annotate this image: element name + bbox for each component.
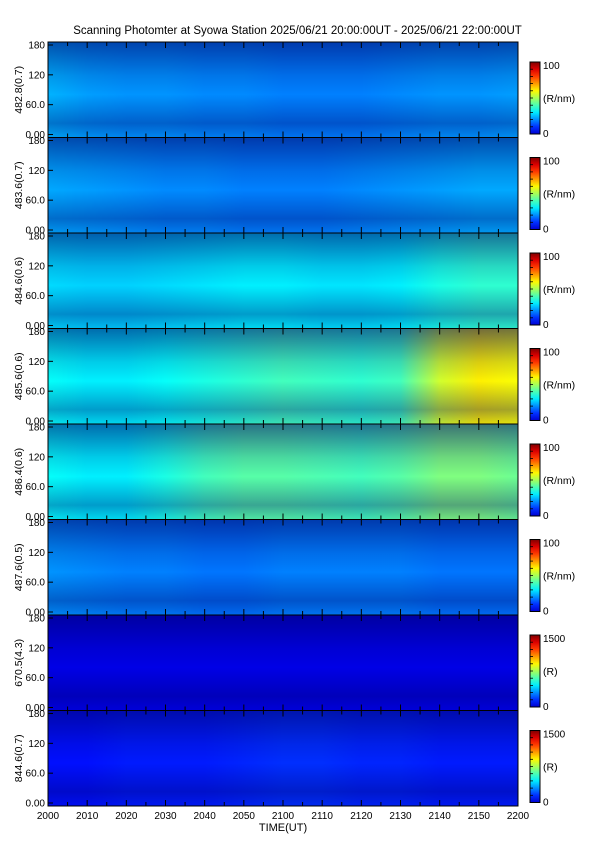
panel-shading xyxy=(48,328,518,424)
x-tick-label: 2050 xyxy=(233,811,256,822)
y-tick-label: 120 xyxy=(28,70,45,81)
colorbar-unit-label: (R/nm) xyxy=(543,189,575,201)
y-tick-label: 60.0 xyxy=(26,196,46,207)
y-tick-label: 120 xyxy=(28,166,45,177)
colorbar-unit-label: (R/nm) xyxy=(543,284,575,296)
panel-label: 482.8(0.7) xyxy=(13,66,25,114)
y-tick-label: 120 xyxy=(28,452,45,463)
colorbar-unit-label: (R) xyxy=(543,666,558,678)
y-tick-label: 0.00 xyxy=(26,130,46,141)
panel-2: 0.00 60.0 120 180 484.6(0.6) 100 0 (R/nm) xyxy=(13,232,575,333)
y-tick-label: 60.0 xyxy=(26,769,46,780)
colorbar-unit-label: (R/nm) xyxy=(543,93,575,105)
panel-label: 483.6(0.7) xyxy=(13,161,25,209)
y-tick-label: 180 xyxy=(28,518,45,529)
y-tick-label: 180 xyxy=(28,614,45,625)
x-tick-label: 2000 xyxy=(37,811,60,822)
x-tick-label: 2100 xyxy=(272,811,295,822)
panel-label: 485.6(0.6) xyxy=(13,352,25,400)
y-tick-label: 120 xyxy=(28,739,45,750)
y-tick-label: 60.0 xyxy=(26,578,46,589)
colorbar-max-label: 100 xyxy=(543,157,560,168)
y-tick-label: 180 xyxy=(28,423,45,434)
panel-shading xyxy=(48,424,518,520)
colorbar-min-label: 0 xyxy=(543,225,549,236)
chart-title: Scanning Photomter at Syowa Station 2025… xyxy=(73,25,522,37)
panel-shading xyxy=(48,137,518,233)
y-tick-label: 0.00 xyxy=(26,608,46,619)
colorbar-max-label: 100 xyxy=(543,61,560,72)
x-tick-label: 2040 xyxy=(194,811,217,822)
panel-label: 484.6(0.6) xyxy=(13,257,25,305)
colorbar-min-label: 0 xyxy=(543,607,549,618)
y-tick-label: 0.00 xyxy=(26,417,46,428)
y-tick-label: 0.00 xyxy=(26,799,46,810)
colorbar-min-label: 0 xyxy=(543,511,549,522)
colorbar-max-label: 1500 xyxy=(543,634,566,645)
panel-5: 0.00 60.0 120 180 487.6(0.5) 100 0 (R/nm) xyxy=(13,518,575,619)
y-tick-label: 0.00 xyxy=(26,226,46,237)
x-tick-label: 2150 xyxy=(468,811,491,822)
y-tick-label: 120 xyxy=(28,357,45,368)
panel-3: 0.00 60.0 120 180 485.6(0.6) 100 0 (R/nm) xyxy=(13,327,575,428)
y-tick-label: 60.0 xyxy=(26,673,46,684)
panel-label: 844.6(0.7) xyxy=(13,734,25,782)
panel-1: 0.00 60.0 120 180 483.6(0.7) 100 0 (R/nm) xyxy=(13,136,575,237)
x-tick-label: 2200 xyxy=(507,811,530,822)
colorbar-max-label: 1500 xyxy=(543,730,566,741)
colorbar-unit-label: (R/nm) xyxy=(543,475,575,487)
x-tick-label: 2140 xyxy=(429,811,452,822)
panel-shading xyxy=(48,233,518,329)
x-tick-label: 2120 xyxy=(350,811,373,822)
panel-0: 0.00 60.0 120 180 482.8(0.7) 100 0 (R/nm) xyxy=(13,41,575,142)
panel-4: 0.00 60.0 120 180 486.4(0.6) 100 0 (R/nm) xyxy=(13,423,575,524)
y-tick-label: 60.0 xyxy=(26,387,46,398)
colorbar-unit-label: (R/nm) xyxy=(543,571,575,583)
y-tick-label: 120 xyxy=(28,261,45,272)
colorbar-min-label: 0 xyxy=(543,798,549,809)
colorbar-unit-label: (R/nm) xyxy=(543,380,575,392)
y-tick-label: 0.00 xyxy=(26,512,46,523)
panel-label: 670.5(4.3) xyxy=(13,639,25,687)
y-tick-label: 180 xyxy=(28,136,45,147)
colorbar-unit-label: (R) xyxy=(543,762,558,774)
colorbar-max-label: 100 xyxy=(543,252,560,263)
colorbar-min-label: 0 xyxy=(543,702,549,713)
x-tick-label: 2020 xyxy=(115,811,138,822)
y-tick-label: 60.0 xyxy=(26,100,46,111)
x-tick-label: 2130 xyxy=(389,811,412,822)
panel-6: 0.00 60.0 120 180 670.5(4.3) 1500 0 (R) xyxy=(13,614,566,715)
y-tick-label: 120 xyxy=(28,548,45,559)
y-tick-label: 0.00 xyxy=(26,703,46,714)
colorbar-min-label: 0 xyxy=(543,416,549,427)
y-tick-label: 180 xyxy=(28,709,45,720)
colorbar-min-label: 0 xyxy=(543,320,549,331)
panel-shading xyxy=(48,710,518,806)
x-axis-label: TIME(UT) xyxy=(259,822,307,834)
colorbar-max-label: 100 xyxy=(543,443,560,454)
y-tick-label: 0.00 xyxy=(26,321,46,332)
y-tick-label: 180 xyxy=(28,41,45,52)
y-tick-label: 60.0 xyxy=(26,291,46,302)
y-tick-label: 180 xyxy=(28,327,45,338)
panel-label: 487.6(0.5) xyxy=(13,543,25,591)
x-tick-label: 2110 xyxy=(311,811,333,822)
colorbar-max-label: 100 xyxy=(543,539,560,550)
panel-shading xyxy=(48,519,518,615)
panel-shading xyxy=(48,615,518,711)
panel-label: 486.4(0.6) xyxy=(13,448,25,496)
colorbar-max-label: 100 xyxy=(543,348,560,359)
x-tick-label: 2030 xyxy=(154,811,177,822)
x-tick-label: 2010 xyxy=(76,811,99,822)
y-tick-label: 60.0 xyxy=(26,482,46,493)
y-tick-label: 180 xyxy=(28,232,45,243)
y-tick-label: 120 xyxy=(28,643,45,654)
colorbar-min-label: 0 xyxy=(543,129,549,140)
panel-shading xyxy=(48,42,518,138)
panel-7: 0.00 60.0 120 180 844.6(0.7) 1500 0 (R) xyxy=(13,709,566,810)
